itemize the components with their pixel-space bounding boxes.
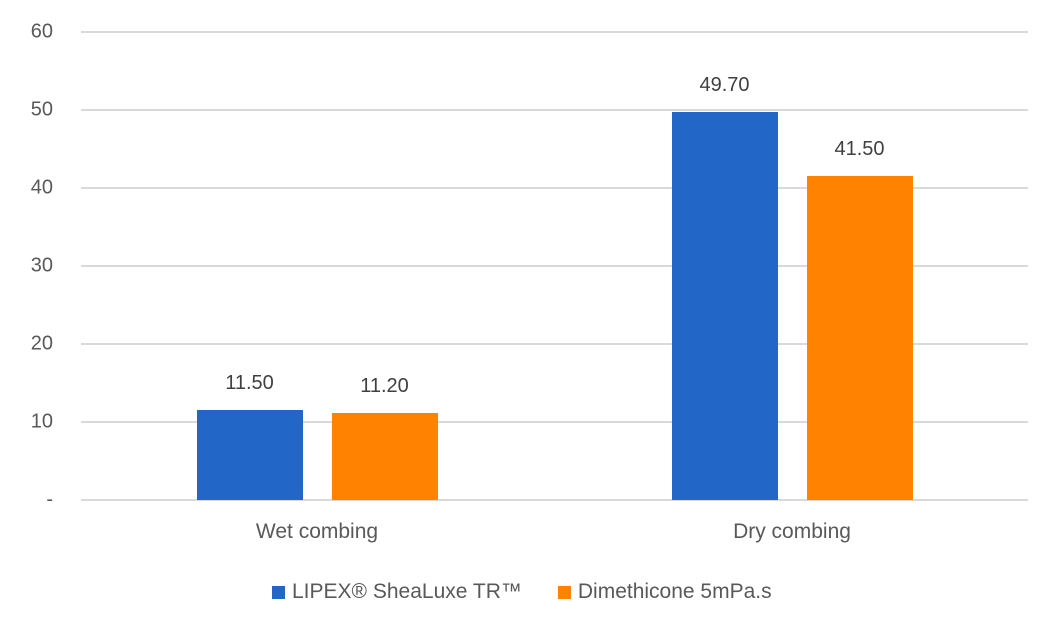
y-tick-label: - [46,488,53,511]
gridline [81,421,1028,423]
y-tick-label: 50 [30,98,53,121]
gridline [81,187,1028,189]
legend-swatch-icon [557,585,571,599]
gridline [81,499,1028,501]
legend: LIPEX® SheaLuxe TR™ Dimethicone 5mPa.s [272,580,808,604]
x-category-label: Dry combing [733,520,851,543]
gridline [81,109,1028,111]
data-label: 11.20 [360,374,409,397]
y-tick-label: 60 [30,20,53,43]
y-tick-label: 40 [30,176,53,199]
bar[interactable] [671,112,778,500]
legend-item[interactable]: Dimethicone 5mPa.s [557,580,772,604]
y-tick-label: 30 [30,254,53,277]
data-label: 11.50 [225,372,274,395]
gridline [81,265,1028,267]
bar[interactable] [331,412,438,500]
bar[interactable] [196,410,303,500]
bar[interactable] [806,176,913,500]
legend-swatch-icon [272,585,285,599]
x-category-label: Wet combing [255,520,379,543]
y-tick-label: 10 [30,410,53,433]
legend-label: LIPEX® SheaLuxe TR™ [292,580,522,603]
gridline [81,31,1028,33]
legend-item[interactable]: LIPEX® SheaLuxe TR™ [272,580,522,604]
data-label: 49.70 [699,74,750,97]
legend-label: Dimethicone 5mPa.s [577,580,772,603]
gridline [81,343,1028,345]
y-tick-label: 20 [30,332,53,355]
data-label: 41.50 [834,138,885,161]
